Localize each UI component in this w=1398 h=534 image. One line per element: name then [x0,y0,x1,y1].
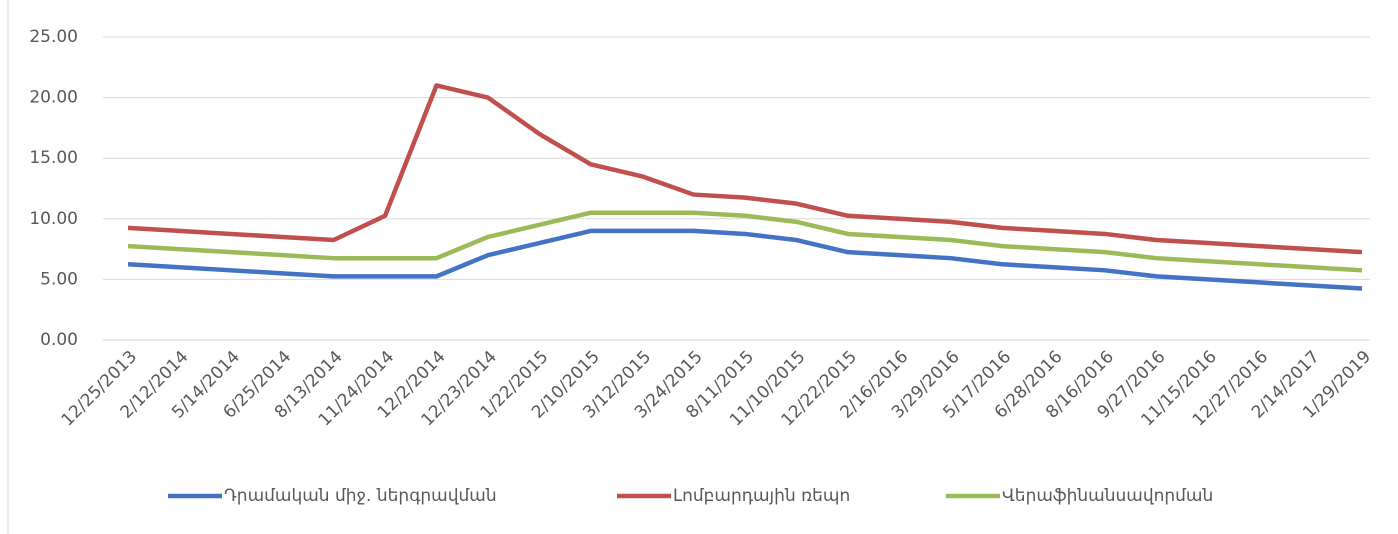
series-line [127,228,1363,291]
legend-label: Վերաֆինանսավորման [1002,486,1213,506]
series-line [127,83,1363,255]
legend-label: Լոմբարդային ռեպո [673,486,850,506]
legend-label: Դրամական միջ. ներգրավման [224,486,497,506]
series-line [127,210,1363,273]
y-tick-label: 0.00 [40,330,78,350]
y-tick-label: 10.00 [29,209,78,229]
y-tick-label: 20.00 [29,88,78,108]
y-tick-label: 5.00 [40,269,78,289]
y-tick-label: 25.00 [29,27,78,47]
y-tick-label: 15.00 [29,148,78,168]
